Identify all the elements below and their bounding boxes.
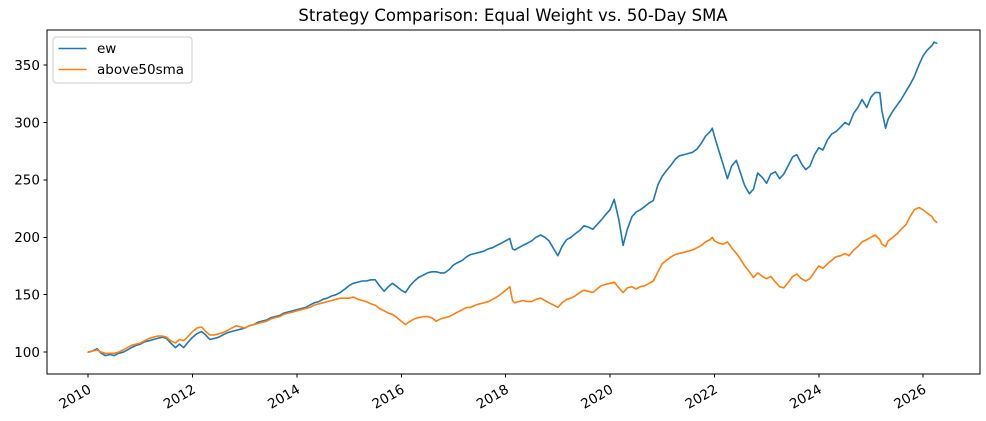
x-tick-label: 2018 xyxy=(474,382,512,413)
y-axis: 100 150 200 250 300 350 xyxy=(14,58,47,361)
y-tick-label: 250 xyxy=(14,173,40,189)
x-tick-label: 2010 xyxy=(56,382,94,413)
x-tick-label: 2014 xyxy=(265,382,303,413)
x-tick-label: 2022 xyxy=(683,382,721,413)
legend-label-ew: ew xyxy=(97,41,116,57)
y-tick-label: 150 xyxy=(14,288,40,304)
x-tick-label: 2020 xyxy=(578,382,616,413)
y-tick-label: 350 xyxy=(14,58,40,74)
x-tick-label: 2026 xyxy=(891,382,929,413)
legend-label-above50sma: above50sma xyxy=(97,62,184,78)
y-tick-label: 200 xyxy=(14,230,40,246)
series-group xyxy=(87,41,938,357)
legend-box xyxy=(52,36,193,84)
x-tick-label: 2016 xyxy=(370,382,408,413)
chart-title: Strategy Comparison: Equal Weight vs. 50… xyxy=(298,6,728,25)
series-line-above50sma xyxy=(87,206,938,355)
legend: ew above50sma xyxy=(52,36,193,84)
x-axis: 2010 2012 2014 2016 2018 2020 2022 2024 2026 xyxy=(56,374,929,413)
y-tick-label: 100 xyxy=(14,345,40,361)
x-tick-label: 2012 xyxy=(161,382,199,413)
plot-frame xyxy=(46,29,981,375)
y-tick-label: 300 xyxy=(14,115,40,131)
series-line-ew xyxy=(87,41,938,357)
x-tick-label: 2024 xyxy=(787,382,825,413)
